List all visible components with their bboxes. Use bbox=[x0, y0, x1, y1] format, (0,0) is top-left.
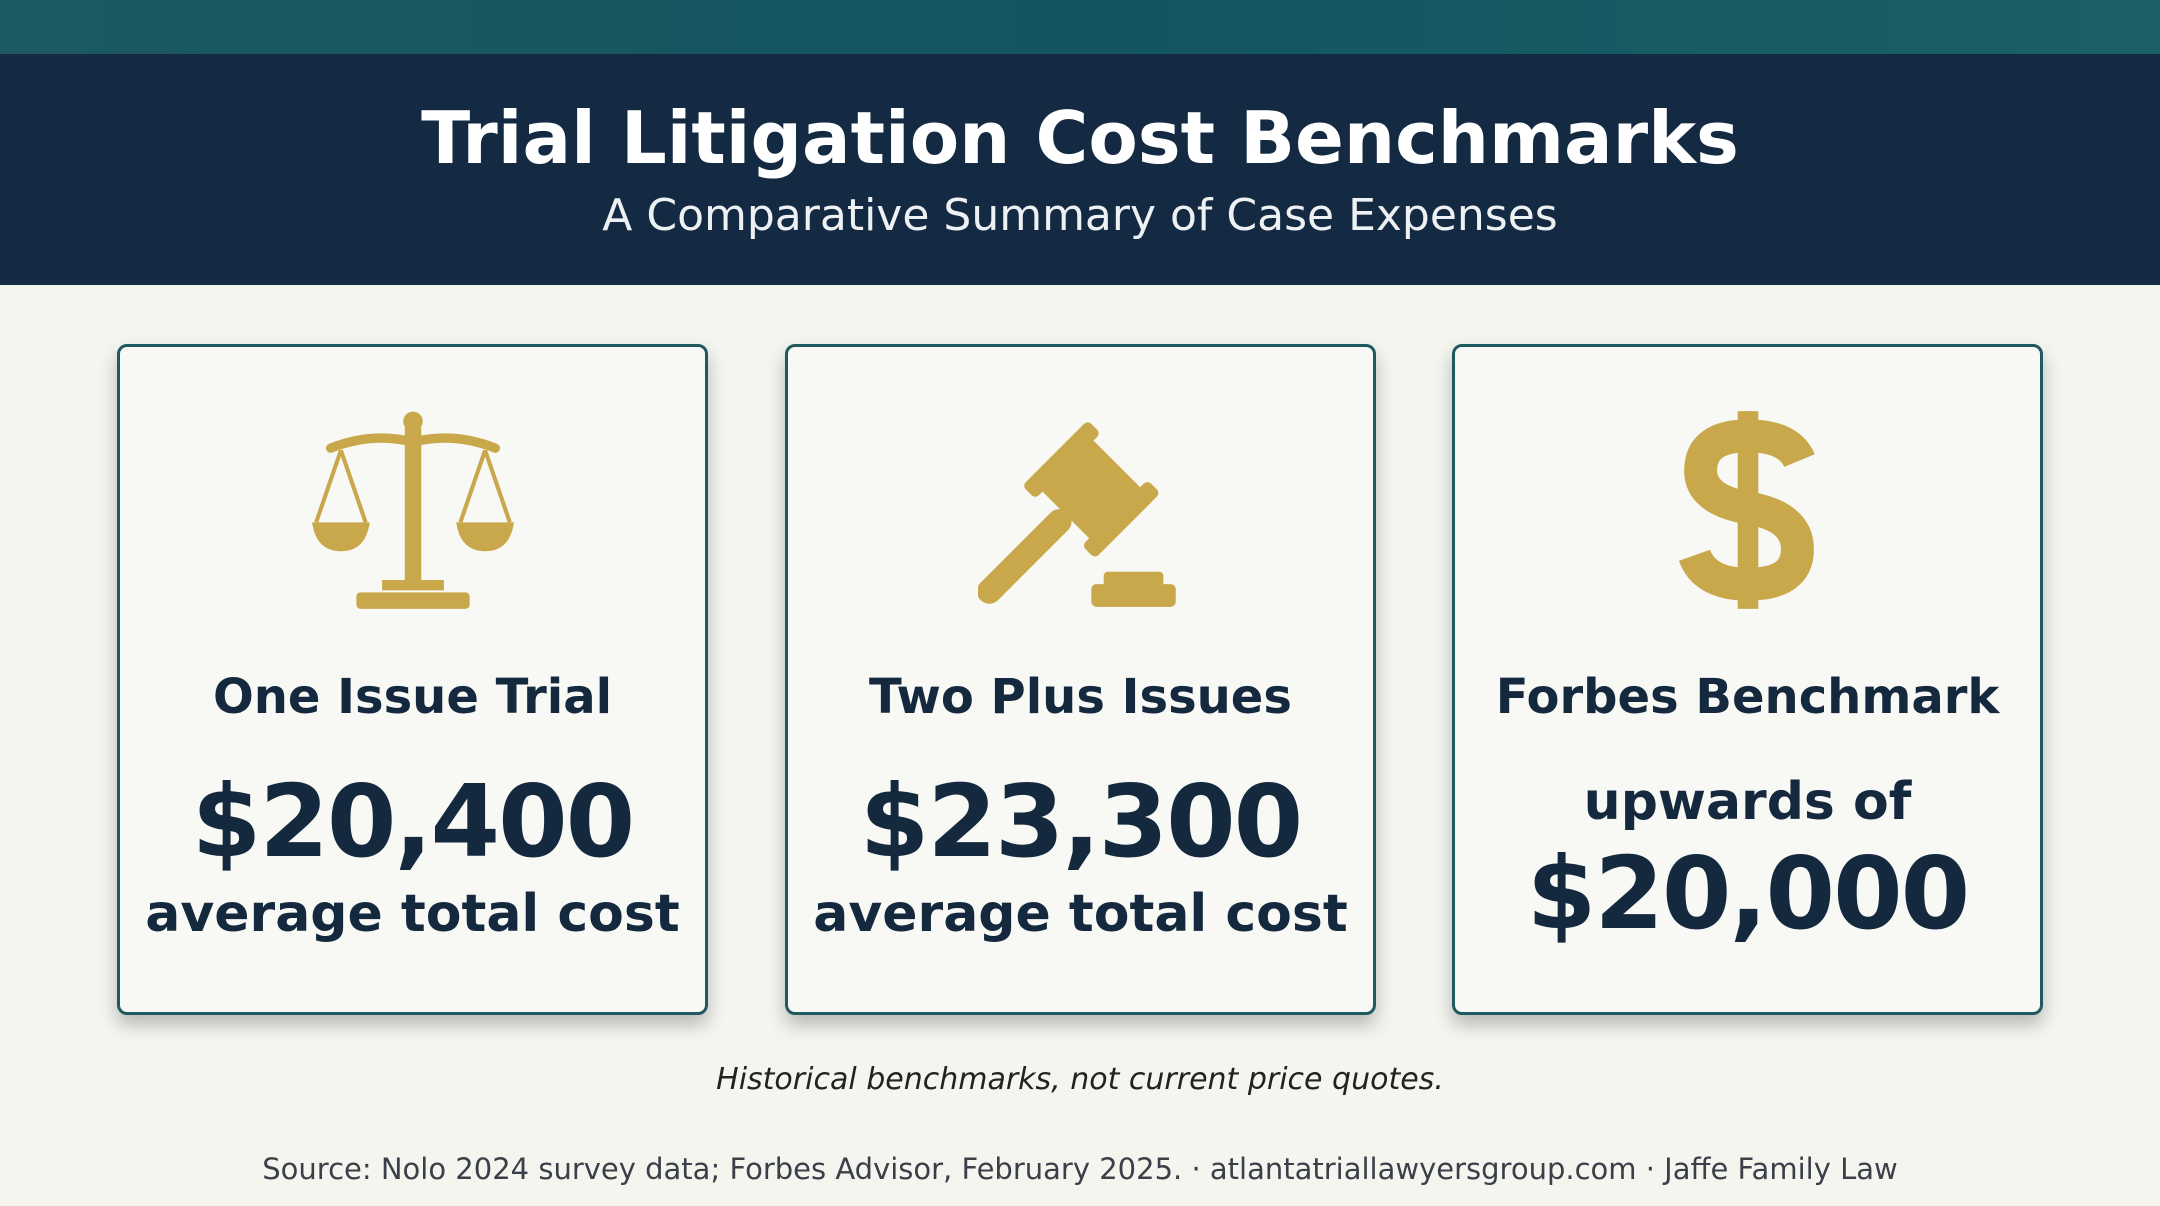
top-bar bbox=[0, 0, 2160, 54]
footnote: Historical benchmarks, not current price… bbox=[716, 1062, 1444, 1097]
header-band bbox=[0, 54, 2160, 285]
card-prefix: upwards of bbox=[1583, 772, 1912, 832]
dollar-icon bbox=[1678, 411, 1815, 609]
source: Source: Nolo 2024 survey data; Forbes Ad… bbox=[262, 1152, 1898, 1186]
card-title: Two Plus Issues bbox=[869, 669, 1292, 725]
card-amount: $23,300 bbox=[859, 763, 1303, 880]
card-amount: $20,400 bbox=[191, 763, 635, 880]
card-caption: average total cost bbox=[813, 884, 1348, 944]
card-title: One Issue Trial bbox=[212, 669, 613, 725]
card-caption: average total cost bbox=[145, 884, 680, 944]
card-title: Forbes Benchmark bbox=[1495, 669, 2000, 725]
card-amount: $20,000 bbox=[1526, 835, 1970, 952]
card: Two Plus Issues $23,300 average total co… bbox=[785, 344, 1376, 1015]
title: Trial Litigation Cost Benchmarks bbox=[421, 96, 1739, 180]
card: One Issue Trial $20,400 average total co… bbox=[117, 344, 708, 1015]
card: Forbes Benchmark upwards of $20,000 bbox=[1452, 344, 2043, 1015]
gavel-icon bbox=[978, 422, 1176, 607]
subtitle: A Comparative Summary of Case Expenses bbox=[602, 190, 1558, 241]
scales-icon bbox=[312, 411, 514, 609]
